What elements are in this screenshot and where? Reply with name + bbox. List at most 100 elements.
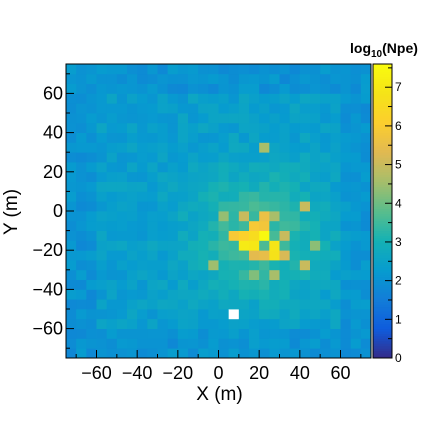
heatmap-cell [137,113,148,124]
heatmap-cell [167,181,179,192]
heatmap-cell [157,309,169,320]
heatmap-cell [208,132,219,143]
heatmap-cell [238,142,250,153]
heatmap-cell [269,103,280,114]
colorbar-segment [373,149,392,153]
heatmap-cell [340,73,352,84]
heatmap-cell [330,318,341,329]
heatmap-cell [228,152,240,163]
heatmap-cell [310,211,321,222]
heatmap-cell [157,83,169,94]
heatmap-cell [116,328,128,339]
heatmap-cell [310,132,321,143]
heatmap-cell [289,103,301,114]
heatmap-cell [76,73,87,84]
heatmap-cell [208,220,219,231]
heatmap-cell [127,93,138,104]
heatmap-cell [320,73,331,84]
heatmap-cell [147,103,158,114]
heatmap-cell [320,142,331,153]
heatmap-cell [137,93,148,104]
heatmap-cell [299,299,311,310]
heatmap-cell [167,240,179,251]
heatmap-cell [177,162,189,173]
colorbar-title-base: log [350,40,371,56]
colorbar-segment [373,68,392,72]
heatmap-cell [289,181,301,192]
heatmap-cell [157,328,169,339]
heatmap-cell [76,191,87,202]
heatmap-cell [269,318,280,329]
heatmap-cell [330,171,341,182]
heatmap-cell [76,269,87,280]
heatmap-cell [269,132,280,143]
heatmap-cell [86,83,97,94]
heatmap-cell [177,103,189,114]
heatmap-cell [320,230,331,241]
heatmap-cell [147,309,158,320]
heatmap-cell [106,171,118,182]
colorbar-segment [373,166,392,170]
heatmap-cell [167,260,179,271]
heatmap-cell [228,289,240,300]
heatmap-cell [147,171,158,182]
heatmap-cell [360,220,372,231]
colorbar-segment [373,279,392,283]
colorbar-segment [373,272,392,276]
heatmap-cell [238,328,250,339]
heatmap-cell [76,250,87,261]
heatmap-cell [96,191,108,202]
heatmap-cell [188,348,199,359]
heatmap-cell [96,103,108,114]
colorbar-segment [373,318,392,322]
heatmap-cell [269,250,280,261]
heatmap-cell [76,338,87,349]
heatmap-cell [269,162,280,173]
heatmap-cell [238,260,250,271]
heatmap-cell [289,132,301,143]
heatmap-cell [188,113,199,124]
heatmap-cell [218,269,230,280]
heatmap-cell [157,230,169,241]
heatmap-cell [198,240,209,251]
heatmap-cell [259,289,270,300]
heatmap-cell [188,122,199,133]
colorbar-segment [373,103,392,107]
heatmap-cell [350,152,362,163]
heatmap-cell [137,103,148,114]
heatmap-cell [96,201,108,212]
heatmap-cell [238,220,250,231]
heatmap-cell [188,289,199,300]
heatmap-cell [147,122,158,133]
heatmap-cell [330,240,341,251]
heatmap-cell [218,191,230,202]
heatmap-cell [86,269,97,280]
heatmap-cell [96,93,108,104]
heatmap-cell [198,260,209,271]
heatmap-cell [310,103,321,114]
heatmap-cell [218,201,230,212]
heatmap-cell [360,113,372,124]
heatmap-cell [320,299,331,310]
heatmap-cell [310,181,321,192]
heatmap-cell [106,348,118,359]
heatmap-cell [299,309,311,320]
heatmap-cell [66,318,77,329]
heatmap-cell [96,348,108,359]
colorbar-segment [373,213,392,217]
heatmap-cell [249,348,260,359]
heatmap-cell [310,299,321,310]
heatmap-cell [86,299,97,310]
heatmap-cell [157,132,169,143]
heatmap-cell [167,113,179,124]
heatmap-cell [360,181,372,192]
heatmap-cell [330,181,341,192]
heatmap-cell [340,181,352,192]
heatmap-cell [299,64,311,75]
heatmap-cell [259,162,270,173]
heatmap-cell [310,152,321,163]
heatmap-cell [66,103,77,114]
heatmap-cell [279,348,291,359]
colorbar-segment [373,201,392,205]
heatmap-cell [299,83,311,94]
